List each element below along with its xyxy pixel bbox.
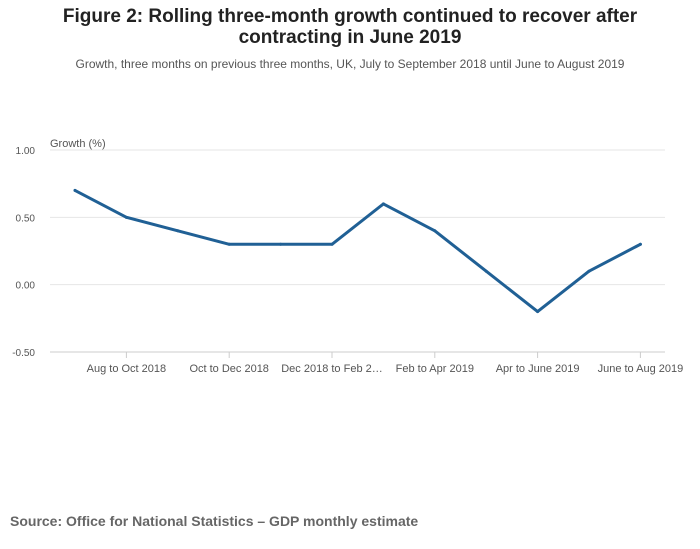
x-tick-label: Aug to Oct 2018 xyxy=(87,363,167,375)
data-point[interactable] xyxy=(587,269,591,273)
series-line xyxy=(73,188,642,314)
data-point[interactable] xyxy=(124,215,128,219)
data-point[interactable] xyxy=(279,242,283,246)
x-axis: Aug to Oct 2018 Oct to Dec 2018 Dec 2018 t… xyxy=(50,351,684,375)
x-tick-label: Apr to June 2019 xyxy=(496,363,580,375)
x-tick-label: Dec 2018 to Feb 2… xyxy=(281,363,383,375)
data-point[interactable] xyxy=(638,242,642,246)
y-axis-label: Growth (%) xyxy=(50,138,106,150)
data-point[interactable] xyxy=(330,242,334,246)
x-tick-label: Feb to Apr 2019 xyxy=(396,363,474,375)
x-tick-label: Oct to Dec 2018 xyxy=(189,363,269,375)
data-point[interactable] xyxy=(227,242,231,246)
y-tick-label: 0.00 xyxy=(16,281,36,292)
y-tick-label: -0.50 xyxy=(12,348,35,359)
data-point[interactable] xyxy=(381,202,385,206)
series xyxy=(73,188,642,314)
data-point[interactable] xyxy=(484,269,488,273)
y-axis: 1.00 0.50 0.00 -0.50 xyxy=(12,146,35,359)
chart-title: Figure 2: Rolling three-month growth con… xyxy=(62,6,638,48)
chart-subtitle: Growth, three months on previous three m… xyxy=(75,57,625,71)
data-point[interactable] xyxy=(176,229,180,233)
data-point[interactable] xyxy=(536,310,540,314)
x-tick-label: June to Aug 2019 xyxy=(598,363,684,375)
data-point[interactable] xyxy=(433,229,437,233)
source-note: Source: Office for National Statistics –… xyxy=(10,513,419,529)
y-tick-label: 1.00 xyxy=(16,146,36,157)
y-tick-label: 0.50 xyxy=(16,213,36,224)
data-point[interactable] xyxy=(73,188,77,192)
gridlines xyxy=(50,149,665,286)
